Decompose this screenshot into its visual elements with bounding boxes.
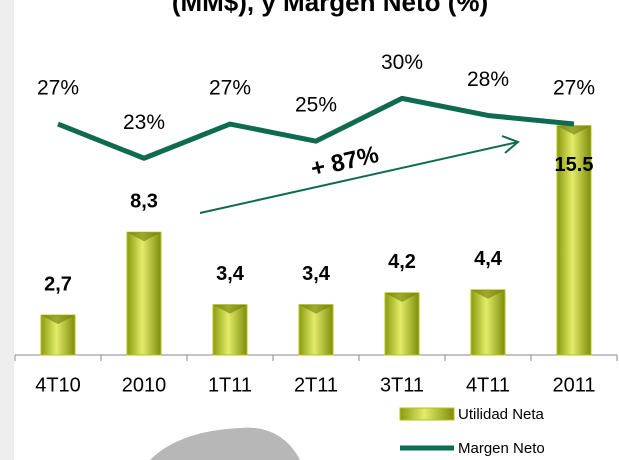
point-label: 28%: [467, 68, 509, 91]
bar-cap: [557, 125, 591, 135]
point-label: 27%: [209, 77, 251, 100]
bar-cap: [299, 304, 333, 314]
bar-cap: [127, 232, 161, 242]
bar: [298, 304, 334, 356]
bar-cap: [41, 315, 75, 325]
value-label: 3,4: [216, 263, 245, 285]
point-label: 30%: [381, 51, 423, 74]
trend-arrow: [199, 141, 519, 214]
bar: [126, 231, 162, 356]
value-label: 15.5: [555, 154, 594, 176]
point-label: 27%: [553, 77, 595, 100]
x-tick-label: 2010: [122, 374, 167, 396]
line: [57, 95, 575, 161]
value-label: 4,4: [474, 248, 503, 270]
plot-background: [14, 0, 619, 460]
bar-cap: [213, 304, 247, 314]
bar: [470, 289, 506, 356]
x-tick-label: 4T10: [35, 374, 81, 396]
legend-label: Utilidad Neta: [458, 406, 545, 423]
value-label: 8,3: [130, 191, 158, 213]
value-label: 3,4: [302, 263, 331, 285]
legend-label: Margen Neto: [458, 440, 545, 457]
point-label: 23%: [123, 111, 165, 134]
chart-title: (MM$), y Margen Neto (%): [172, 0, 488, 17]
bar-cap: [385, 292, 419, 302]
arrow-head: [501, 135, 520, 154]
x-tick-label: 1T11: [208, 374, 252, 396]
point-label: 27%: [37, 77, 79, 100]
bar: [556, 125, 592, 356]
point-label: 25%: [295, 94, 337, 117]
x-tick-label: 2T11: [294, 374, 338, 396]
x-tick-label: 3T11: [380, 374, 424, 396]
bar: [40, 314, 76, 356]
bar: [384, 292, 420, 356]
x-tick-label: 4T11: [466, 374, 510, 396]
x-tick-label: 2011: [552, 374, 595, 396]
legend-swatch: [399, 407, 455, 421]
decoration: [150, 427, 300, 460]
bar-cap: [471, 289, 505, 299]
value-label: 2,7: [44, 273, 72, 295]
value-label: 4,2: [388, 251, 416, 273]
